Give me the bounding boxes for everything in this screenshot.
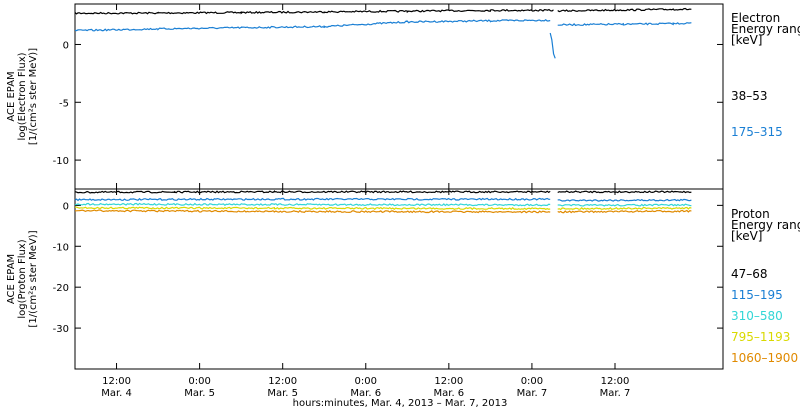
- electron-flux-panel: 0 -5 -10 ACE EPAM log(Electron Flux) [1/(cm²s…: [6, 3, 800, 190]
- x-tick-date: Mar. 5: [267, 388, 298, 399]
- legend-entry: 38–53: [731, 89, 768, 103]
- series-trace: [557, 198, 692, 202]
- legend-entry: 1060–1900: [731, 351, 798, 365]
- y-axis-label: log(Proton Flux): [17, 239, 28, 318]
- series-trace: [74, 206, 551, 211]
- legend-entry: 310–580: [731, 309, 783, 323]
- legend-title: [keV]: [731, 33, 762, 47]
- legend-entry: 175–315: [731, 125, 783, 139]
- x-tick-time: 0:00: [188, 376, 210, 387]
- y-tick-label: 0: [63, 40, 69, 51]
- y-tick-label: -20: [53, 283, 69, 294]
- x-tick-time: 12:00: [601, 376, 630, 387]
- series-trace: [74, 190, 551, 194]
- x-tick-time: 0:00: [355, 376, 377, 387]
- x-tick-date: Mar. 6: [434, 388, 465, 399]
- y-axis-label: ACE EPAM: [6, 71, 17, 121]
- x-tick-time: 12:00: [102, 376, 131, 387]
- series-trace: [557, 22, 692, 27]
- series-trace: [557, 209, 692, 214]
- y-axis-label: log(Electron Flux): [17, 52, 28, 140]
- panel-frame: [74, 3, 724, 190]
- x-tick-time: 0:00: [521, 376, 543, 387]
- y-tick-label: -5: [59, 98, 69, 109]
- legend-entry: 795–1193: [731, 330, 790, 344]
- y-tick-label: -10: [53, 242, 69, 253]
- legend-title: Electron: [731, 11, 780, 25]
- series-trace: [74, 209, 551, 214]
- x-tick-date: Mar. 6: [350, 388, 381, 399]
- series-trace: [74, 197, 551, 202]
- series-trace: [557, 7, 692, 13]
- series-trace: [557, 203, 692, 207]
- x-tick-date: Mar. 7: [517, 388, 548, 399]
- x-tick-time: 12:00: [268, 376, 297, 387]
- legend-title: [keV]: [731, 229, 762, 243]
- x-tick-date: Mar. 4: [101, 388, 132, 399]
- series-trace: [74, 202, 551, 207]
- y-tick-label: 0: [63, 201, 69, 212]
- y-tick-label: -10: [53, 156, 69, 167]
- series-trace: [74, 19, 551, 32]
- x-axis-label: hours:minutes, Mar. 4, 2013 – Mar. 7, 20…: [293, 398, 508, 409]
- series-trace: [549, 32, 556, 59]
- y-axis-label: ACE EPAM: [6, 254, 17, 304]
- legend-title: Energy ranges: [731, 22, 800, 36]
- legend-title: Proton: [731, 207, 770, 221]
- panel-frame: [74, 188, 724, 370]
- legend-title: Energy ranges: [731, 218, 800, 232]
- y-axis-label: [1/(cm²s ster MeV)]: [28, 48, 39, 145]
- series-trace: [74, 8, 554, 15]
- series-trace: [557, 206, 692, 211]
- y-tick-label: -30: [53, 324, 69, 335]
- y-axis-label: [1/(cm²s ster MeV)]: [28, 230, 39, 327]
- series-trace: [557, 190, 692, 194]
- legend-entry: 47–68: [731, 267, 768, 281]
- x-tick-date: Mar. 7: [600, 388, 631, 399]
- x-tick-time: 12:00: [434, 376, 463, 387]
- proton-flux-panel: 0 -10 -20 -30 ACE EPAM log(Proton Flux) [1/(cm…: [6, 188, 800, 370]
- legend-entry: 115–195: [731, 288, 783, 302]
- x-tick-date: Mar. 5: [184, 388, 215, 399]
